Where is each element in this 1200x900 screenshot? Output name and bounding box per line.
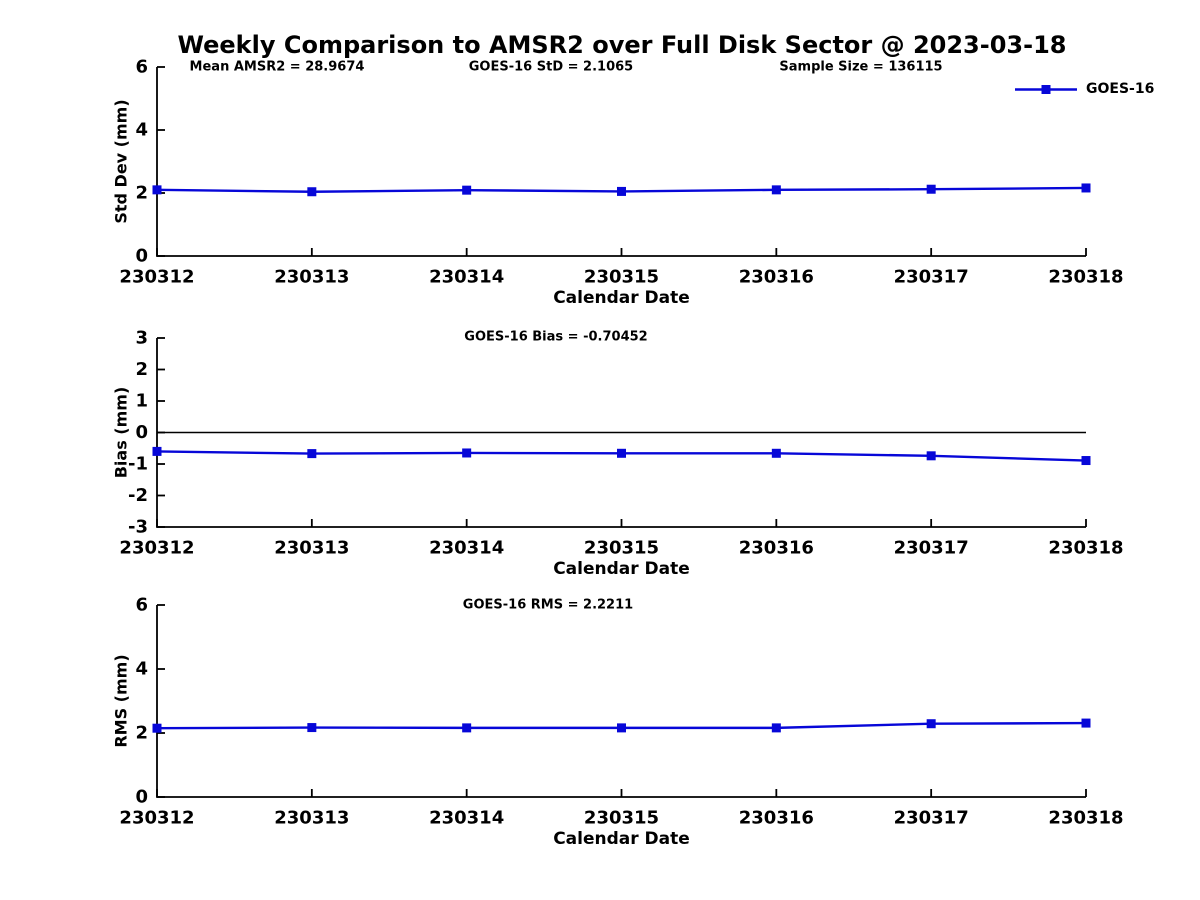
x-tick-label: 230314 bbox=[429, 538, 504, 559]
y-axis-label: Std Dev (mm) bbox=[112, 99, 131, 223]
figure-title: Weekly Comparison to AMSR2 over Full Dis… bbox=[177, 31, 1067, 59]
x-tick-label: 230313 bbox=[274, 808, 349, 829]
legend: GOES-16 bbox=[1014, 78, 1154, 100]
x-tick-label: 230314 bbox=[429, 808, 504, 829]
plot-std-dev-mm: 0 2 4 6 230312 230313 230314 230315 230316 230317… bbox=[112, 57, 1124, 309]
legend-label: GOES-16 bbox=[1086, 81, 1155, 97]
series-marker bbox=[617, 186, 626, 196]
y-tick-label: 0 bbox=[135, 787, 148, 808]
y-tick-label: 2 bbox=[135, 723, 148, 744]
x-axis-label: Calendar Date bbox=[553, 559, 690, 579]
y-tick-label: 2 bbox=[135, 183, 148, 204]
x-tick-label: 230316 bbox=[739, 808, 814, 829]
chart-annotation: GOES-16 Bias = -0.70452 bbox=[464, 330, 647, 345]
series-marker bbox=[462, 723, 472, 733]
series-marker bbox=[926, 184, 936, 194]
x-tick-label: 230317 bbox=[894, 538, 969, 559]
chart-annotation: Mean AMSR2 = 28.9674 bbox=[190, 60, 365, 75]
x-tick-label: 230317 bbox=[894, 808, 969, 829]
x-tick-label: 230318 bbox=[1048, 808, 1123, 829]
series-marker bbox=[771, 723, 781, 733]
y-tick-label: 0 bbox=[135, 422, 148, 443]
y-tick-label: 6 bbox=[135, 57, 148, 78]
series-marker bbox=[617, 723, 626, 733]
series-marker bbox=[1081, 456, 1091, 466]
x-tick-label: 230312 bbox=[119, 538, 194, 559]
y-tick-label: 6 bbox=[135, 595, 148, 616]
x-tick-label: 230318 bbox=[1048, 538, 1123, 559]
y-tick-label: 3 bbox=[135, 328, 148, 349]
series-marker bbox=[1081, 718, 1091, 728]
x-tick-label: 230314 bbox=[429, 267, 504, 288]
x-tick-label: 230312 bbox=[119, 267, 194, 288]
x-tick-label: 230315 bbox=[584, 538, 659, 559]
y-tick-label: 4 bbox=[135, 659, 148, 680]
y-tick-label: 4 bbox=[135, 120, 148, 141]
y-axis-label: RMS (mm) bbox=[112, 654, 131, 747]
x-tick-label: 230316 bbox=[739, 267, 814, 288]
series-marker bbox=[771, 185, 781, 195]
x-tick-label: 230318 bbox=[1048, 267, 1123, 288]
series-marker bbox=[307, 723, 317, 733]
series-marker bbox=[926, 451, 936, 461]
x-tick-label: 230315 bbox=[584, 808, 659, 829]
x-axis-label: Calendar Date bbox=[553, 288, 690, 308]
y-tick-label: 1 bbox=[135, 391, 148, 412]
series-marker bbox=[152, 723, 162, 733]
series-marker bbox=[1081, 183, 1091, 193]
x-axis-label: Calendar Date bbox=[553, 829, 690, 849]
chart-annotation: GOES-16 RMS = 2.2211 bbox=[463, 598, 633, 613]
series-marker bbox=[462, 448, 472, 458]
series-marker bbox=[307, 187, 317, 197]
y-tick-label: -1 bbox=[128, 454, 148, 475]
y-tick-label: -3 bbox=[128, 517, 148, 538]
y-tick-label: 2 bbox=[135, 359, 148, 380]
y-tick-label: 0 bbox=[135, 246, 148, 267]
legend-line-icon bbox=[1015, 84, 1077, 94]
series-marker bbox=[462, 185, 472, 195]
series-marker bbox=[307, 449, 317, 459]
plot-rms-mm: 0 2 4 6 230312 230313 230314 230315 230316 230317… bbox=[112, 595, 1124, 850]
x-tick-label: 230312 bbox=[119, 808, 194, 829]
x-tick-label: 230316 bbox=[739, 538, 814, 559]
x-tick-label: 230313 bbox=[274, 267, 349, 288]
y-axis-label: Bias (mm) bbox=[112, 387, 131, 479]
series-marker bbox=[617, 448, 626, 458]
plot-bias-mm: -3 -2 -1 0 1 2 3 230312 230313 230314 230315 230316… bbox=[112, 328, 1124, 580]
chart-annotation: Sample Size = 136115 bbox=[779, 60, 942, 75]
x-tick-label: 230315 bbox=[584, 267, 659, 288]
series-marker bbox=[152, 446, 162, 456]
series-marker bbox=[771, 448, 781, 458]
axis-frame bbox=[156, 605, 1086, 798]
x-tick-label: 230317 bbox=[894, 267, 969, 288]
x-tick-label: 230313 bbox=[274, 538, 349, 559]
series-marker bbox=[152, 185, 162, 195]
series-marker bbox=[926, 719, 936, 729]
y-tick-label: -2 bbox=[128, 485, 148, 506]
axis-frame bbox=[156, 67, 1086, 257]
chart-annotation: GOES-16 StD = 2.1065 bbox=[469, 60, 633, 75]
